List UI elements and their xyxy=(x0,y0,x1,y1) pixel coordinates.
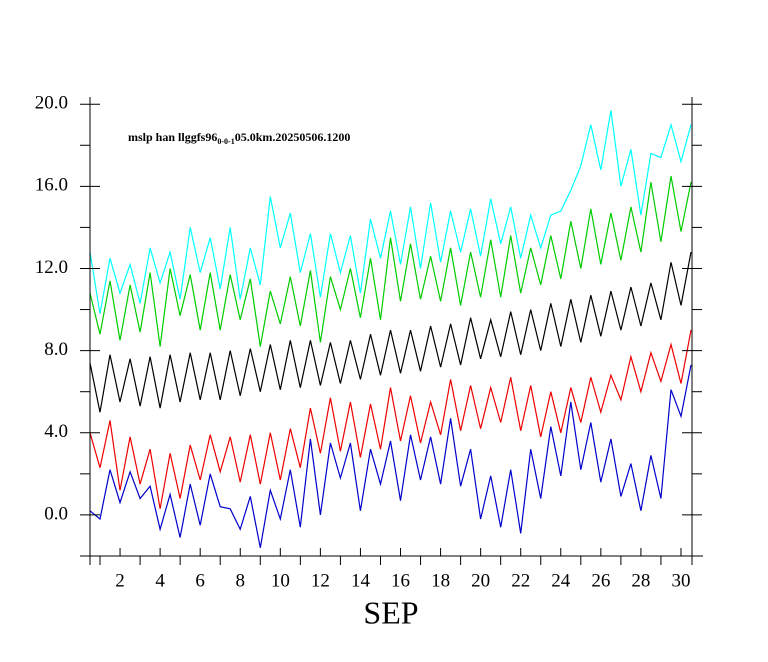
y-tick-label: 20.0 xyxy=(35,93,68,114)
x-tick-label: 4 xyxy=(155,570,165,591)
title-main: mslp han llggfs96 xyxy=(128,130,217,144)
x-tick-label: 14 xyxy=(351,570,371,591)
x-tick-label: 10 xyxy=(271,570,290,591)
x-tick-label: 24 xyxy=(551,570,571,591)
series-line xyxy=(89,110,692,314)
x-tick-label: 30 xyxy=(671,570,690,591)
y-tick-label: 8.0 xyxy=(44,339,68,360)
chart-title: mslp han llggfs960-0-105.0km.20250506.12… xyxy=(128,130,350,146)
x-tick-label: 16 xyxy=(391,570,410,591)
x-tick-label: 18 xyxy=(431,570,450,591)
x-tick-label: 8 xyxy=(235,570,245,591)
x-tick-label: 12 xyxy=(311,570,330,591)
series-line xyxy=(89,175,692,347)
x-tick-label: 22 xyxy=(511,570,530,591)
title-suffix: 05.0km.20250506.1200 xyxy=(235,130,351,144)
title-subscript: 0-0-1 xyxy=(217,137,234,146)
x-tick-label: 6 xyxy=(195,570,205,591)
x-tick-label: 28 xyxy=(631,570,650,591)
y-tick-label: 4.0 xyxy=(44,421,68,442)
x-tick-label: 26 xyxy=(591,570,610,591)
series-line xyxy=(89,364,692,548)
x-axis-label: SEP xyxy=(363,594,418,630)
x-tick-label: 2 xyxy=(115,570,125,591)
y-tick-label: 0.0 xyxy=(44,503,68,524)
x-tick-label: 20 xyxy=(471,570,490,591)
y-tick-label: 12.0 xyxy=(35,257,68,278)
series-line xyxy=(89,329,692,509)
series-line xyxy=(89,251,692,413)
y-tick-label: 16.0 xyxy=(35,175,68,196)
